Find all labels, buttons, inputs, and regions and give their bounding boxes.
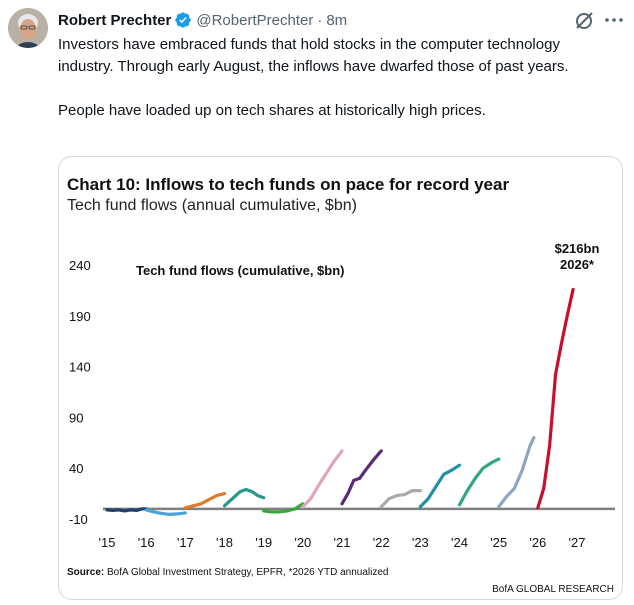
y-tick-label: 240 — [69, 258, 91, 273]
tweet-paragraph: Investors have embraced funds that hold … — [58, 36, 569, 75]
y-tick-label: -10 — [69, 512, 88, 527]
x-tick-label: '20 — [294, 535, 311, 550]
chart-brand: BofA GLOBAL RESEARCH — [492, 584, 614, 595]
tweet-text: Investors have embraced funds that hold … — [58, 34, 618, 122]
author-handle[interactable]: @RobertPrechter — [196, 11, 314, 29]
series-line-2022 — [379, 489, 422, 509]
tweet-paragraph: People have loaded up on tech shares at … — [58, 102, 486, 119]
y-tick-label: 40 — [69, 461, 83, 476]
chart-subtitle: Tech fund flows (annual cumulative, $bn) — [67, 197, 357, 214]
y-tick-label: 190 — [69, 309, 91, 324]
annotation-year: 2026* — [560, 257, 595, 272]
x-tick-label: '27 — [569, 535, 586, 550]
grok-icon[interactable] — [573, 8, 597, 32]
verified-badge-icon — [174, 11, 192, 29]
source-label: Source: — [67, 567, 105, 578]
series-line-2025 — [497, 436, 536, 509]
avatar[interactable] — [8, 8, 48, 48]
separator-dot: · — [317, 11, 323, 29]
timestamp[interactable]: 8m — [326, 11, 348, 29]
line-chart: 240 190 140 90 40 -10 '15 '16 '17 '18 '19 '20 '21 '22… — [69, 241, 615, 550]
series-line-2019 — [262, 502, 305, 514]
x-tick-label: '25 — [490, 535, 507, 550]
series-line-2015 — [105, 507, 148, 513]
tweet-header: Robert Prechter @RobertPrechter · 8m — [58, 9, 347, 31]
y-tick-label: 140 — [69, 360, 91, 375]
series-line-2020 — [301, 449, 344, 509]
series-line-2024 — [457, 457, 501, 507]
inner-chart-label: Tech fund flows (cumulative, $bn) — [136, 263, 345, 278]
x-tick-label: '23 — [412, 535, 429, 550]
series-line-2021 — [340, 449, 383, 506]
series-line-2026 — [536, 287, 575, 510]
x-tick-label: '17 — [177, 535, 194, 550]
author-name[interactable]: Robert Prechter — [58, 11, 172, 29]
y-tick-label: 90 — [69, 410, 83, 425]
series-line-2018 — [222, 487, 266, 508]
annotation-value: $216bn — [555, 241, 600, 256]
x-tick-label: '15 — [99, 535, 116, 550]
x-tick-label: '26 — [529, 535, 546, 550]
x-tick-label: '18 — [216, 535, 233, 550]
x-tick-label: '21 — [334, 535, 351, 550]
source-text: BofA Global Investment Strategy, EPFR, *… — [107, 567, 389, 578]
x-tick-label: '22 — [373, 535, 390, 550]
more-options-icon[interactable] — [602, 8, 626, 32]
x-tick-label: '16 — [138, 535, 155, 550]
chart-image[interactable]: Chart 10: Inflows to tech funds on pace … — [58, 156, 623, 600]
series-line-2016 — [144, 508, 187, 516]
x-tick-label: '19 — [255, 535, 272, 550]
chart-title: Chart 10: Inflows to tech funds on pace … — [67, 175, 510, 194]
series-line-2017 — [183, 492, 227, 510]
x-tick-label: '24 — [451, 535, 468, 550]
chart-source: Source: BofA Global Investment Strategy,… — [67, 567, 388, 578]
series-line-2023 — [418, 463, 462, 509]
avatar-image — [8, 8, 48, 48]
